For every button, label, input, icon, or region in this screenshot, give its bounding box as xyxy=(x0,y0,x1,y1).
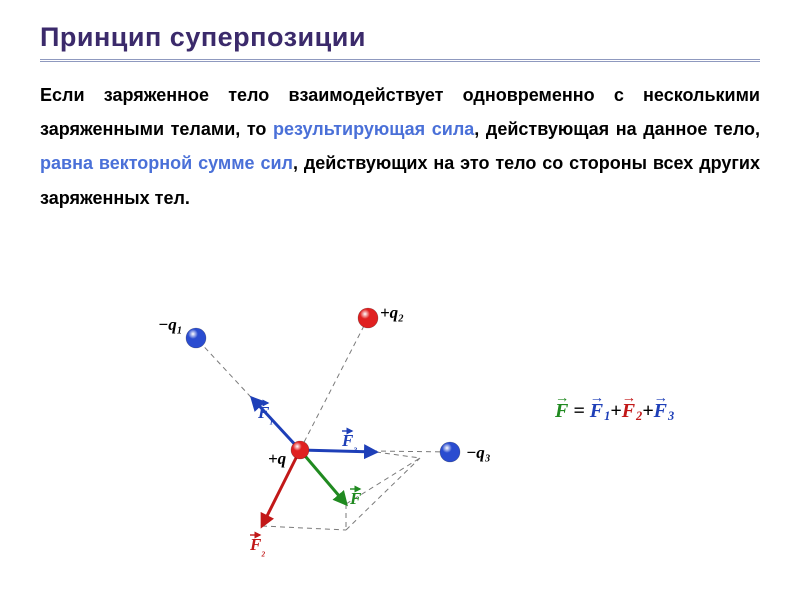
svg-text:F₁: F₁ xyxy=(257,403,274,425)
body-paragraph: Если заряженное тело взаимодействует одн… xyxy=(40,78,760,215)
svg-text:F₂: F₂ xyxy=(249,535,266,557)
vector-label-F2: F₂ xyxy=(249,535,266,557)
vector-label-F3: F₃ xyxy=(341,431,358,453)
svg-text:−q₁: −q₁ xyxy=(158,315,183,334)
superposition-diagram: F₁ F₂ F₃ F +q −q₁ +q₂ −q₃ xyxy=(150,300,490,570)
vector-label-F1: F₁ xyxy=(257,403,274,425)
slide-title: Принцип суперпозиции xyxy=(40,22,760,53)
slide: Принцип суперпозиции Если заряженное тел… xyxy=(0,0,800,600)
resultant-formula: F = F1+F2+F3 xyxy=(555,400,674,424)
title-underline xyxy=(40,59,760,62)
svg-text:+q₂: +q₂ xyxy=(380,303,404,322)
vector-label-F: F xyxy=(349,489,362,508)
diagram-svg: F₁ F₂ F₃ F +q −q₁ +q₂ −q₃ xyxy=(150,300,490,570)
svg-text:F: F xyxy=(349,489,362,508)
svg-text:F₃: F₃ xyxy=(341,431,358,453)
svg-text:+q: +q xyxy=(268,449,287,468)
svg-text:−q₃: −q₃ xyxy=(466,443,490,462)
